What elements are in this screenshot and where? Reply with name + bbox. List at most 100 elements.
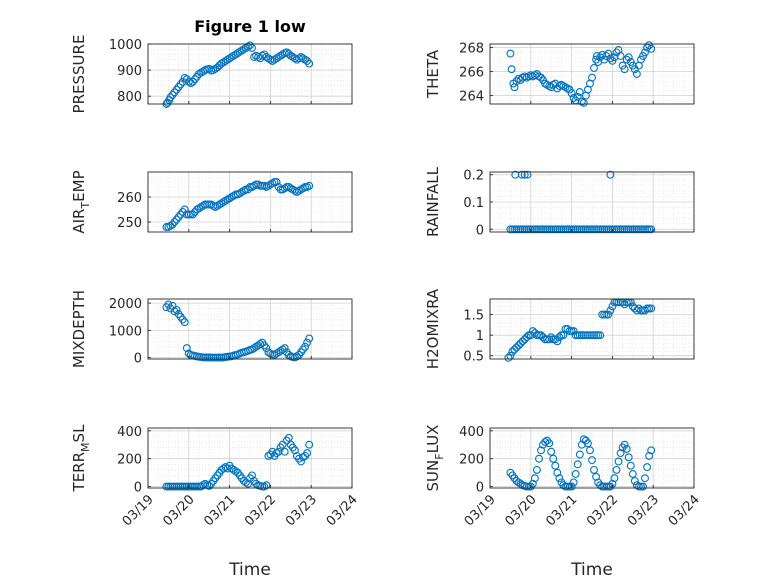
data-point [579,435,588,444]
data-point [305,181,314,190]
data-point [272,178,281,186]
data-point [260,482,269,491]
data-point [170,307,179,316]
data-point [545,335,554,344]
data-point [543,225,552,234]
data-point [592,472,601,481]
data-point [594,331,603,340]
y-tick-label: 264 [459,90,484,105]
data-point [541,79,550,88]
data-point [295,186,303,195]
data-point [219,198,228,206]
data-point [563,482,572,491]
subplot-air: 250 260 AIRTEMP [70,170,353,234]
data-point [254,341,263,350]
y-tick-label: 1 [476,329,484,344]
data-point [523,170,532,179]
data-point [632,70,641,78]
y-tick-label: 2000 [109,297,142,312]
data-point [647,446,656,455]
figure-title: Figure 1 low [194,17,306,36]
data-point [258,482,267,491]
data-point [583,331,592,340]
data-point [225,54,234,63]
data-point [600,482,609,491]
y-tick-label: 400 [117,425,142,440]
data-point [168,220,177,229]
y-tick-label: 200 [459,453,484,468]
data-point [518,337,527,346]
y-tick-label: 400 [459,425,484,440]
data-point [539,225,547,234]
data-point [579,225,588,234]
data-point [512,77,521,86]
data-point [604,49,613,58]
subplot-rainfall: 0 0.1 0.2 RAINFALL [424,166,695,238]
data-point [506,49,515,58]
data-point [209,66,218,75]
data-point [624,453,633,462]
data-point [303,57,312,65]
x-tick-label: 03/20 [503,492,540,529]
data-point [645,225,654,234]
data-point [606,306,615,315]
data-point [606,54,615,63]
subplot-theta: 264 266 268 THETA [424,41,695,107]
data-point [215,200,224,209]
y-axis-label: RAINFALL [424,166,442,237]
data-point [260,50,269,59]
x-axis-label: Time [228,560,271,580]
data-point [647,304,656,313]
y-tick-label: 1000 [109,38,142,53]
x-tick-label: 03/21 [543,492,580,529]
data-point [590,465,598,474]
data-point [555,474,564,483]
y-axis-label: THETA [424,49,442,99]
data-point [223,55,232,64]
y-axis-label: TERRMSL [70,424,92,493]
y-axis-label: SUNFLUX [424,425,446,492]
subplot-sun: 0 200 400 03/19 03/20 03/21 03/22 03/23 03/24 SUN… [424,425,703,580]
data-point [248,43,256,52]
data-point [647,225,656,234]
data-point [549,454,558,463]
subplot-terr: 0 200 400 03/19 03/20 03/21 03/22 03/23 03/24 TER… [70,424,361,580]
data-point [205,481,214,490]
data-point [622,444,631,453]
data-point [577,97,586,106]
data-point [545,439,554,448]
data-point [532,225,541,234]
data-point [608,302,617,311]
data-point [305,334,314,343]
data-point [284,183,293,191]
data-point [537,73,545,82]
data-point [604,482,613,491]
data-point [186,482,195,491]
data-point [268,447,277,456]
data-point [280,184,289,193]
data-point [645,304,654,313]
data-point [264,181,273,190]
subplot-mixdepth: 0 1000 2000 MIXDEPTH [70,290,353,368]
data-point [594,225,603,234]
data-point [233,49,242,58]
x-tick-label: 03/21 [201,492,238,529]
data-point [551,461,560,470]
data-point [639,482,647,491]
data-point [602,52,611,60]
axes-box [489,427,695,489]
data-point [508,347,517,356]
data-point [575,88,584,96]
data-point [241,478,250,487]
data-point [272,54,281,63]
data-point [186,210,195,219]
data-point [290,446,299,455]
data-point [182,344,191,353]
x-tick-label: 03/22 [584,492,621,529]
data-point [630,225,639,234]
data-point [284,433,293,442]
data-point [624,225,633,234]
data-point [532,465,541,474]
data-point [573,225,582,234]
data-point [211,353,220,362]
